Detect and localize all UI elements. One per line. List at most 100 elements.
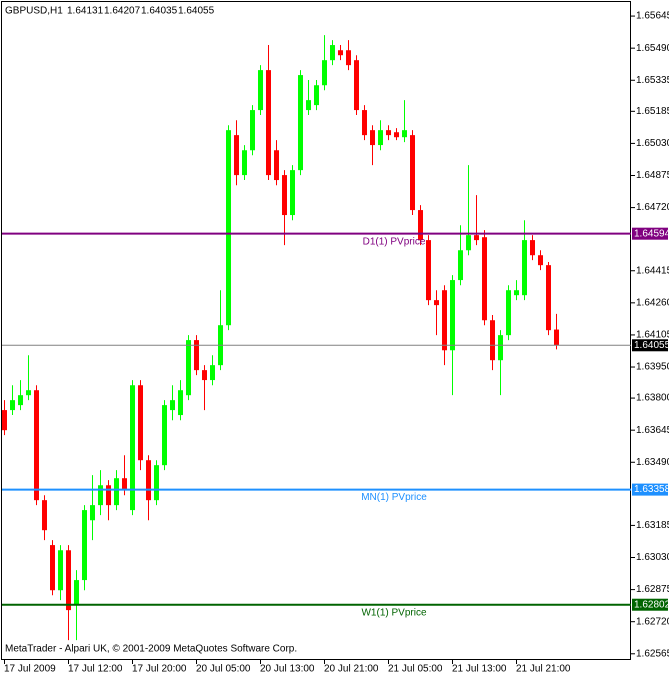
candle-body	[242, 150, 247, 176]
header-close: 1.64055	[178, 6, 215, 17]
candle-body	[34, 390, 39, 501]
level-price-box	[632, 227, 668, 240]
x-tick-label: 21 Jul 21:00	[516, 664, 571, 675]
candle-body	[58, 550, 63, 591]
y-tick-label: 1.65335	[636, 75, 669, 86]
level-name: W1(1) PVprice	[361, 607, 426, 618]
y-tick-label: 1.65645	[636, 11, 669, 22]
candle-body	[474, 235, 479, 241]
candle-body	[186, 340, 191, 396]
candle-body	[122, 478, 127, 491]
y-tick-label: 1.64105	[636, 330, 669, 341]
y-tick-label: 1.64260	[636, 297, 669, 308]
level-price-label: 1.62802	[634, 599, 669, 610]
header-high: 1.64207	[104, 6, 141, 17]
candle-body	[530, 240, 535, 256]
candle-body	[50, 545, 55, 591]
candle-body	[522, 240, 527, 296]
plot-frame	[1, 1, 631, 660]
candle-body	[346, 50, 351, 66]
y-tick-label: 1.63645	[636, 425, 669, 436]
candle-body	[98, 485, 103, 506]
candle-body	[250, 110, 255, 151]
candle-body	[66, 550, 71, 611]
x-tick-label: 21 Jul 05:00	[388, 664, 443, 675]
candle-body	[210, 365, 215, 381]
candle-body	[458, 250, 463, 281]
candle-body	[506, 290, 511, 336]
candle-body	[90, 505, 95, 521]
candle-body	[18, 395, 23, 406]
y-tick-label: 1.64720	[636, 202, 669, 213]
candle-body	[370, 130, 375, 146]
last-price-box	[632, 339, 668, 352]
candle-body	[546, 265, 551, 331]
x-tick-label: 20 Jul 21:00	[324, 664, 379, 675]
candle-body	[554, 329, 559, 346]
candle-body	[434, 300, 439, 306]
y-tick-label: 1.63185	[636, 520, 669, 531]
candle-body	[10, 400, 15, 411]
candle-body	[26, 390, 31, 396]
candle-body	[82, 510, 87, 581]
candle-body	[290, 170, 295, 216]
candle-body	[178, 390, 183, 416]
candle-body	[482, 237, 487, 321]
candle-body	[42, 500, 47, 531]
candle-body	[194, 340, 199, 371]
candle-body	[442, 290, 447, 351]
last-price-label: 1.64055	[634, 340, 669, 351]
candle-body	[418, 210, 423, 241]
candle-body	[146, 460, 151, 501]
x-tick-label: 21 Jul 13:00	[452, 664, 507, 675]
candle-body	[314, 85, 319, 106]
x-tick-label: 20 Jul 13:00	[260, 664, 315, 675]
x-tick-label: 20 Jul 05:00	[196, 664, 251, 675]
candle-body	[258, 70, 263, 111]
header-open: 1.64131	[67, 6, 104, 17]
candle-body	[170, 400, 175, 411]
candle-body	[338, 50, 343, 56]
y-tick-label: 1.62875	[636, 584, 669, 595]
level-price-label: 1.64594	[634, 228, 669, 239]
candle-body	[138, 385, 143, 461]
candle-body	[322, 60, 327, 86]
x-tick-label: 17 Jul 12:00	[68, 664, 123, 675]
candle-body	[362, 110, 367, 136]
candle-body	[162, 405, 167, 466]
candle-body	[226, 130, 231, 326]
x-tick-label: 17 Jul 20:00	[132, 664, 187, 675]
candle-body	[74, 580, 79, 606]
candle-body	[394, 132, 399, 138]
y-tick-label: 1.63800	[636, 393, 669, 404]
level-price-box	[632, 598, 668, 611]
candle-body	[106, 485, 111, 506]
candle-body	[490, 320, 495, 361]
candle-body	[274, 150, 279, 181]
candle-body	[498, 335, 503, 361]
level-name: MN(1) PVprice	[361, 492, 427, 503]
candle-body	[282, 175, 287, 216]
y-tick-label: 1.62720	[636, 616, 669, 627]
candle-body	[298, 75, 303, 171]
candle-body	[202, 370, 207, 381]
candle-body	[514, 290, 519, 296]
candle-body	[330, 45, 335, 61]
candle-body	[378, 130, 383, 146]
candle-body	[154, 465, 159, 501]
level-name: D1(1) PVprice	[363, 236, 426, 247]
candle-body	[234, 135, 239, 176]
footer: MetaTrader - Alpari UK, © 2001-2009 Meta…	[5, 644, 297, 655]
y-tick-label: 1.63490	[636, 457, 669, 468]
chart-title: GBPUSD,H1	[5, 6, 63, 17]
candle-body	[266, 70, 271, 176]
level-price-label: 1.63358	[634, 484, 669, 495]
candle-body	[402, 130, 407, 138]
y-tick-label: 1.63030	[636, 552, 669, 563]
y-tick-label: 1.65185	[636, 106, 669, 117]
header-low: 1.64035	[141, 6, 178, 17]
candle-body	[538, 255, 543, 266]
x-tick-label: 17 Jul 2009	[4, 664, 56, 675]
